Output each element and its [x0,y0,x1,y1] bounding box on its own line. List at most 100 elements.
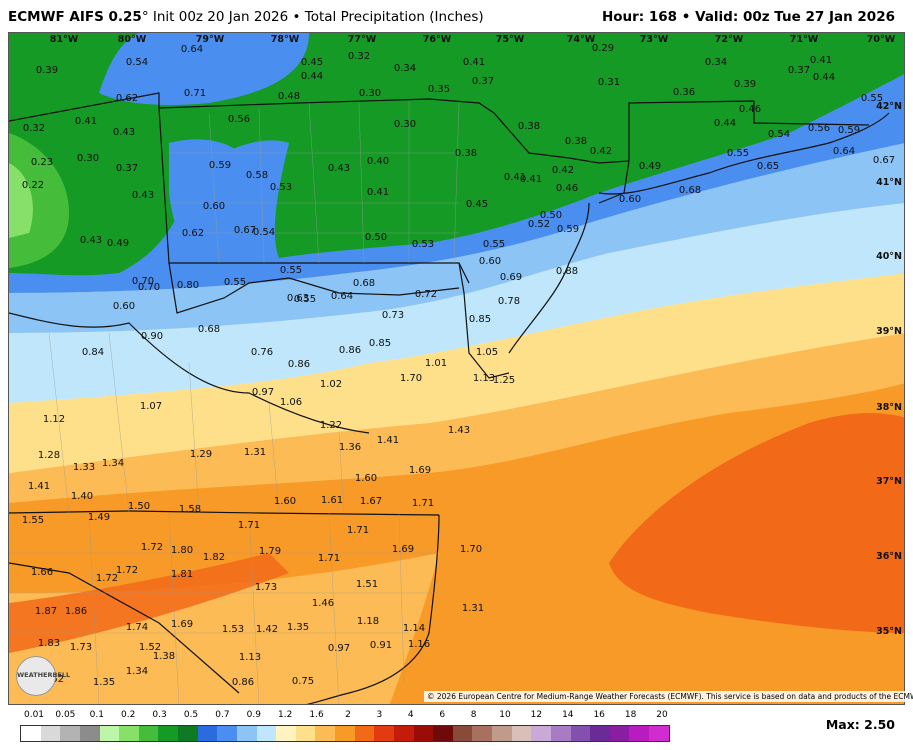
legend-swatch [79,726,100,741]
precip-value-label: 0.86 [232,677,254,688]
legend-swatch [629,726,649,741]
precip-value-label: 1.41 [377,435,399,446]
forecast-hour: Hour: 168 [601,9,678,25]
precip-value-label: 0.35 [428,84,450,95]
precip-value-label: 0.84 [82,347,104,358]
latitude-label: 36°N [876,551,902,562]
legend-swatch [335,726,355,741]
valid-time: Valid: 00z Tue 27 Jan 2026 [695,9,895,25]
precip-value-label: 0.54 [126,57,148,68]
precip-value-label: 0.41 [810,55,832,66]
legend-tick-label: 0.9 [246,710,261,720]
precip-value-label: 0.32 [348,51,370,62]
precip-value-label: 0.62 [116,93,138,104]
precip-value-label: 0.39 [734,79,756,90]
precip-value-label: 0.39 [36,65,58,76]
precip-value-label: 1.82 [203,552,225,563]
latitude-label: 41°N [876,177,902,188]
precip-value-label: 0.60 [113,301,135,312]
precip-value-label: 1.70 [460,544,482,555]
legend-tick-label: 10 [499,710,511,720]
state-borders [9,92,890,704]
precip-value-label: 0.90 [141,331,163,342]
legend-swatch [609,726,630,741]
precip-value-label: 1.51 [356,579,378,590]
precip-value-label: 0.30 [359,88,381,99]
precip-value-label: 1.55 [22,515,44,526]
precip-value-label: 1.81 [171,569,193,580]
legend-tick-label: 0.01 [23,710,45,720]
legend-swatch [570,726,591,741]
precip-value-label: 0.91 [370,640,392,651]
precip-value-label: 0.58 [246,170,268,181]
model-name: ECMWF AIFS 0.25 [8,9,142,25]
precip-band-west-max [9,553,289,653]
precip-value-label: 0.64 [181,44,203,55]
legend-tick-label: 0.1 [89,710,104,720]
precip-band-0p9 [9,203,904,403]
legend-swatch [276,726,296,741]
precip-value-label: 0.43 [113,127,135,138]
precip-value-label: 1.71 [318,553,340,564]
precip-value-label: 1.41 [28,481,50,492]
precip-value-label: 1.70 [400,373,422,384]
precip-value-label: 1.31 [244,447,266,458]
precip-value-label: 0.59 [557,224,579,235]
latitude-label: 42°N [876,101,902,112]
precip-value-label: 1.35 [287,622,309,633]
legend-swatch [295,726,316,741]
legend-tick-label: 1.2 [278,710,293,720]
legend-swatch [492,726,512,741]
precip-value-label: 0.46 [556,183,578,194]
legend-swatch [413,726,434,741]
longitude-label: 78°W [271,34,300,45]
legend-swatch [178,726,198,741]
precip-value-label: 0.43 [328,163,350,174]
precip-value-label: 0.55 [280,265,302,276]
legend-tick-label: 3 [376,710,383,720]
legend-tick-label: 12 [530,710,543,720]
precip-value-label: 0.31 [598,77,620,88]
legend-swatch [236,726,257,741]
precip-value-label: 0.49 [639,161,661,172]
precip-value-label: 0.44 [301,71,323,82]
legend-swatch [531,726,551,741]
precipitation-map: 81°W 80°W 79°W 78°W 77°W 76°W 75°W 74°W 73°W 72°W… [8,32,905,705]
precip-value-label: 0.54 [253,227,275,238]
map-title: ECMWF AIFS 0.25° Init 00z 20 Jan 2026 • … [8,9,484,25]
precip-value-label: 0.88 [556,266,578,277]
precip-value-label: 1.13 [473,373,495,384]
longitude-label: 72°W [715,34,744,45]
precip-value-label: 1.60 [274,496,296,507]
precip-band-1p2 [9,273,904,473]
precip-value-label: 0.41 [520,174,542,185]
precip-value-label: 0.37 [788,65,810,76]
precip-value-label: 0.63 [287,293,309,304]
precip-value-label: 1.69 [409,465,431,476]
legend-tick-label: 4 [407,710,414,720]
precip-value-label: 1.16 [408,639,430,650]
precip-value-label: 1.73 [70,642,92,653]
header: ECMWF AIFS 0.25° Init 00z 20 Jan 2026 • … [0,0,913,32]
init-time: Init 00z 20 Jan 2026 [152,9,289,25]
precip-band-0p7 [9,143,904,333]
precip-value-label: 0.56 [228,114,250,125]
precip-value-label: 0.42 [590,146,612,157]
legend-swatch [40,726,61,741]
longitude-label: 76°W [423,34,452,45]
latitude-label: 40°N [876,251,902,262]
precip-value-label: 1.18 [357,616,379,627]
precip-band-2 [9,383,904,704]
precip-value-label: 1.74 [126,622,148,633]
precip-value-label: 0.60 [619,194,641,205]
precip-value-label: 1.22 [320,420,342,431]
precip-value-label: 0.68 [353,278,375,289]
precip-value-label: 0.50 [540,210,562,221]
precip-value-label: 0.43 [132,190,154,201]
precip-value-label: 0.60 [479,256,501,267]
precip-value-label: 1.13 [239,652,261,663]
precip-value-label: 0.64 [331,291,353,302]
precip-value-label: 1.36 [339,442,361,453]
title-bullet-right: • [681,9,691,25]
precip-value-label: 1.14 [403,623,425,634]
